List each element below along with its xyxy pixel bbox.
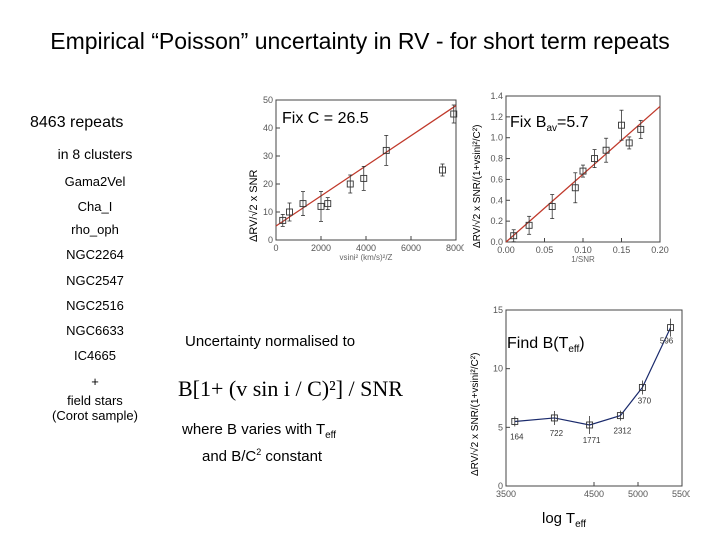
x-tick-label: 0 xyxy=(273,243,278,253)
page-title: Empirical “Poisson” uncertainty in RV - … xyxy=(50,28,670,54)
y-tick-label: 20 xyxy=(263,179,273,189)
x-tick-label: 3500 xyxy=(496,489,516,499)
formula: B[1+ (v sin i / C)²] / SNR xyxy=(178,376,403,401)
plot3-ylabel: ΔRV/√2 x SNR/(1+vsini²/C²) xyxy=(470,352,481,476)
data-point xyxy=(382,146,390,154)
data-point xyxy=(667,324,675,332)
x-tick-label: 8000 xyxy=(446,243,464,253)
x-tick-label: 0.20 xyxy=(651,245,669,255)
x-tick-label: 5000 xyxy=(628,489,648,499)
data-point xyxy=(586,421,594,429)
clusters-count: in 8 clusters xyxy=(57,146,133,162)
data-point xyxy=(510,232,518,240)
y-tick-label: 10 xyxy=(263,207,273,217)
x-tick-label: 0.15 xyxy=(613,245,631,255)
data-point xyxy=(571,184,579,192)
plot2-svg: 0.00 0.05 0.10 0.15 0.20 0.0 0.2 0.4 0.6 0.8 1.0 1.… xyxy=(490,91,669,264)
y-tick-label: 0 xyxy=(498,481,503,491)
constant-note: and B/C2 constant xyxy=(202,447,323,465)
y-tick-label: 50 xyxy=(263,95,273,105)
data-point xyxy=(602,146,610,154)
point-count-label: 2312 xyxy=(614,427,632,436)
y-tick-label: 0 xyxy=(268,235,273,245)
data-point xyxy=(324,200,332,208)
data-point xyxy=(439,166,446,174)
data-point xyxy=(625,139,633,147)
x-tick-label: 4500 xyxy=(584,489,604,499)
x-tick-label: 0.05 xyxy=(536,245,554,255)
data-point xyxy=(299,200,307,208)
find-b-label: Find B(Teff) xyxy=(507,335,585,356)
cluster-item: NGC2516 xyxy=(66,298,124,313)
varies-note: where B varies with Teff xyxy=(182,421,337,441)
data-point xyxy=(511,418,519,425)
point-count-label: 164 xyxy=(510,432,524,441)
point-count-label: 596 xyxy=(660,337,674,346)
x-tick-label: 0.10 xyxy=(574,245,592,255)
cluster-item: NGC2547 xyxy=(66,273,124,288)
data-point xyxy=(591,155,599,163)
logteff-label: log Teff xyxy=(542,510,587,530)
data-point xyxy=(618,121,625,129)
data-point xyxy=(638,383,646,391)
repeats-count: 8463 repeats xyxy=(30,114,124,131)
plus-sign: + xyxy=(91,374,99,389)
data-point xyxy=(550,414,558,422)
data-point xyxy=(346,180,354,188)
y-tick-label: 0.0 xyxy=(490,237,503,247)
cluster-item: Cha_I xyxy=(77,199,113,214)
plot1-ylabel: ΔRV/√2 x SNR xyxy=(248,169,260,242)
data-point xyxy=(637,125,645,133)
data-point xyxy=(548,203,556,210)
x-tick-label: 5500 xyxy=(672,489,690,499)
y-tick-label: 5 xyxy=(498,422,503,432)
cluster-item: Gama2Vel xyxy=(64,174,126,189)
x-axis-label: vsini² (km/s)²/Z xyxy=(340,253,393,262)
data-point xyxy=(616,412,624,420)
cluster-item: NGC6633 xyxy=(66,323,124,338)
x-tick-label: 0.00 xyxy=(497,245,515,255)
data-point xyxy=(317,202,325,210)
fix-b-label: Fix Bav=5.7 xyxy=(510,114,589,135)
point-count-label: 722 xyxy=(550,429,564,438)
y-tick-label: 0.6 xyxy=(490,174,503,184)
y-tick-label: 0.2 xyxy=(490,216,503,226)
cluster-item: IC4665 xyxy=(74,348,116,363)
data-point xyxy=(450,110,458,118)
x-tick-label: 4000 xyxy=(356,243,376,253)
x-axis-label: 1/SNR xyxy=(571,255,595,264)
point-count-label: 1771 xyxy=(583,436,601,445)
plot-inv-snr: ΔRV/√2 x SNR/(1+vsini²/C²) 0.00 0.05 0.10 0… xyxy=(470,88,670,268)
y-tick-label: 40 xyxy=(263,123,273,133)
point-count-label: 370 xyxy=(638,396,652,405)
data-point xyxy=(279,216,287,224)
y-tick-label: 10 xyxy=(493,364,503,374)
cluster-item: NGC2264 xyxy=(66,247,124,262)
y-tick-label: 1.4 xyxy=(490,91,503,101)
x-tick-label: 2000 xyxy=(311,243,331,253)
y-tick-label: 1.0 xyxy=(490,133,503,143)
x-tick-label: 6000 xyxy=(401,243,421,253)
y-tick-label: 1.2 xyxy=(490,112,503,122)
plot-teff: ΔRV/√2 x SNR/(1+vsini²/C²) 3500 4500 5000 5… xyxy=(468,304,690,504)
corot-sample-label: (Corot sample) xyxy=(52,408,138,423)
plot1-svg: 0 2000 4000 6000 8000 0 10 20 30 40 50 vsini² (km/s… xyxy=(263,95,464,262)
plot2-ylabel: ΔRV/√2 x SNR/(1+vsini²/C²) xyxy=(472,124,483,248)
cluster-item: rho_oph xyxy=(71,222,119,237)
data-point xyxy=(286,208,293,216)
plot-vsini: ΔRV/√2 x SNR 0 2000 4000 6000 8000 0 10 20 30 40 5… xyxy=(244,92,464,267)
y-tick-label: 15 xyxy=(493,305,503,315)
y-tick-label: 0.4 xyxy=(490,195,503,205)
y-tick-label: 0.8 xyxy=(490,154,503,164)
plot3-svg: 3500 4500 5000 5500 0 5 10 15 164 722 1771 2312 370 5… xyxy=(493,305,690,499)
normalised-note: Uncertainty normalised to xyxy=(185,333,356,350)
fix-c-label: Fix C = 26.5 xyxy=(282,110,369,128)
trend-line xyxy=(514,327,672,426)
field-stars-label: field stars xyxy=(67,393,123,408)
data-point xyxy=(525,221,533,229)
y-tick-label: 30 xyxy=(263,151,273,161)
data-point xyxy=(579,167,587,175)
data-point xyxy=(360,174,368,182)
